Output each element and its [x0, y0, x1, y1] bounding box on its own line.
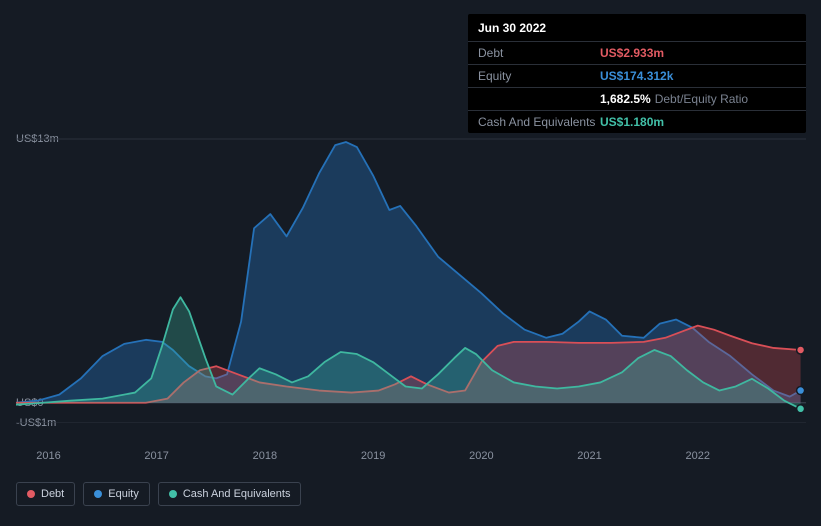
tooltip-row-label: Debt: [478, 46, 600, 60]
x-axis-label: 2022: [686, 450, 710, 462]
tooltip-row: Cash And EquivalentsUS$1.180m: [468, 111, 806, 133]
legend-label: Cash And Equivalents: [183, 488, 291, 500]
legend-dot-icon: [169, 490, 177, 498]
tooltip-row-value: 1,682.5%Debt/Equity Ratio: [600, 92, 796, 106]
x-axis-labels: 2016 2017 2018 2019 2020 2021 2022: [16, 450, 806, 468]
tooltip-row-value: US$2.933m: [600, 46, 796, 60]
legend-item[interactable]: Cash And Equivalents: [158, 482, 302, 506]
tooltip-row-value: US$1.180m: [600, 115, 796, 129]
tooltip-row: EquityUS$174.312k: [468, 65, 806, 88]
x-axis-label: 2021: [577, 450, 601, 462]
tooltip-row-label: Equity: [478, 69, 600, 83]
x-axis-label: 2019: [361, 450, 385, 462]
chart-plot-area: [16, 125, 806, 465]
x-axis-label: 2020: [469, 450, 493, 462]
legend-item[interactable]: Equity: [83, 482, 150, 506]
tooltip-row: 1,682.5%Debt/Equity Ratio: [468, 88, 806, 111]
legend-dot-icon: [27, 490, 35, 498]
legend-label: Debt: [41, 488, 64, 500]
tooltip-date: Jun 30 2022: [468, 14, 806, 42]
legend-item[interactable]: Debt: [16, 482, 75, 506]
legend-dot-icon: [94, 490, 102, 498]
x-axis-label: 2016: [36, 450, 60, 462]
tooltip-row-suffix: Debt/Equity Ratio: [655, 92, 748, 106]
x-axis-label: 2018: [253, 450, 277, 462]
legend-label: Equity: [108, 488, 139, 500]
tooltip-row-value: US$174.312k: [600, 69, 796, 83]
chart-legend: Debt Equity Cash And Equivalents: [16, 482, 301, 506]
tooltip-row: DebtUS$2.933m: [468, 42, 806, 65]
x-axis-label: 2017: [144, 450, 168, 462]
chart-tooltip: Jun 30 2022 DebtUS$2.933mEquityUS$174.31…: [468, 14, 806, 133]
tooltip-row-label: Cash And Equivalents: [478, 115, 600, 129]
